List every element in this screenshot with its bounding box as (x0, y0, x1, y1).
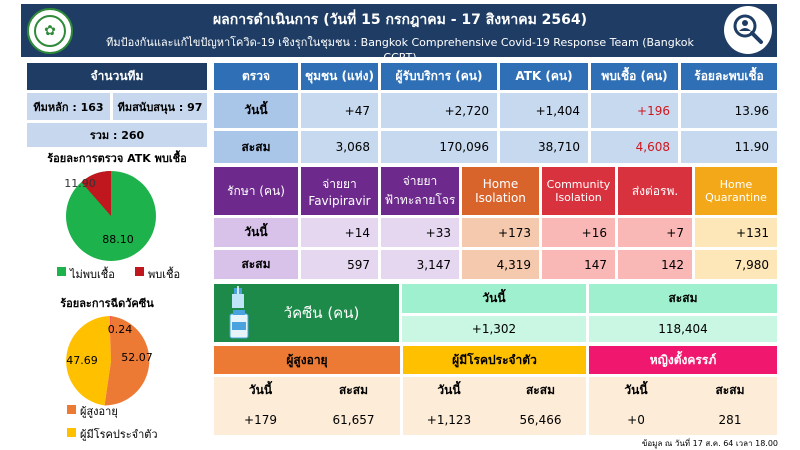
group-pregnant-total-value: 281 (683, 404, 777, 435)
screening-total-clients: 170,096 (381, 131, 497, 163)
treatment-total-label: สะสม (214, 250, 298, 279)
treatment-header-favipiravir: จ่ายยา Favipiravir (301, 167, 378, 215)
screening-header-pct: ร้อยละพบเชื้อ (681, 63, 777, 90)
treatment-today-community-isolation: +16 (542, 218, 615, 247)
legend-chronic-label: ผู้มีโรคประจำตัว (80, 428, 158, 441)
group-elderly-total-label: สะสม (307, 377, 400, 404)
footer-timestamp: ข้อมูล ณ วันที่ 17 ส.ค. 64 เวลา 18.00 (641, 439, 778, 448)
screening-today-pct: 13.96 (681, 93, 777, 128)
legend-elderly-swatch (67, 405, 76, 414)
vacc-pie-title: ร้อยละการฉีดวัคซีน (60, 297, 154, 310)
group-chronic-total-label: สะสม (495, 377, 586, 404)
screening-total-label: สะสม (214, 131, 298, 163)
screening-header-infected: พบเชื้อ (คน) (591, 63, 678, 90)
group-chronic-heading: ผู้มีโรคประจำตัว (403, 346, 586, 374)
treatment-header-home-isolation: Home Isolation (462, 167, 539, 215)
treatment-header-community-isolation: Community Isolation (542, 167, 615, 215)
seal-icon: ✿ (34, 15, 66, 47)
legend-negative-swatch (57, 267, 66, 276)
total-team-count: รวม : 260 (27, 123, 207, 147)
treatment-today-home-quarantine: +131 (695, 218, 777, 247)
treatment-total-hospital-referral: 142 (618, 250, 692, 279)
screening-total-infected: 4,608 (591, 131, 678, 163)
vaccine-today-heading: วันนี้ (402, 284, 586, 313)
vaccine-total-heading: สะสม (589, 284, 777, 313)
vacc-pregnant-pct-label: 0.24 (107, 322, 133, 336)
treatment-header-andrographis: จ่ายยา ฟ้าทะลายโจร (381, 167, 459, 215)
vaccine-today-value: +1,302 (402, 316, 586, 342)
atk-pie-positive-slice (81, 171, 111, 216)
screening-header-label: ตรวจ (214, 63, 298, 90)
atk-positive-pct-label: 11.90 (64, 176, 96, 190)
legend-positive-label: พบเชื้อ (148, 268, 181, 281)
search-icon[interactable] (724, 6, 772, 54)
vacc-pie-chart (66, 316, 150, 406)
screening-today-clients: +2,720 (381, 93, 497, 128)
treatment-total-community-isolation: 147 (542, 250, 615, 279)
bma-logo: ✿ (27, 8, 73, 54)
vacc-pie-elderly-slice (104, 316, 150, 406)
treatment-header-home-quarantine: Home Quarantine (695, 167, 777, 215)
group-elderly-today-value: +179 (214, 404, 307, 435)
screening-total-atk: 38,710 (500, 131, 588, 163)
group-chronic-total-value: 56,466 (495, 404, 586, 435)
group-elderly-heading: ผู้สูงอายุ (214, 346, 400, 374)
screening-header-clients: ผู้รับบริการ (คน) (381, 63, 497, 90)
vaccine-vial-icon (229, 286, 249, 339)
group-chronic-today-label: วันนี้ (403, 377, 495, 404)
legend-positive-swatch (135, 267, 144, 276)
atk-negative-pct-label: 88.10 (102, 232, 134, 246)
teams-heading: จำนวนทีม (27, 63, 207, 90)
vacc-pie-chronic-slice (66, 316, 111, 406)
group-chronic-today-value: +1,123 (403, 404, 495, 435)
screening-today-infected: +196 (591, 93, 678, 128)
group-pregnant-today-value: +0 (589, 404, 683, 435)
screening-total-pct: 11.90 (681, 131, 777, 163)
screening-today-atk: +1,404 (500, 93, 588, 128)
treatment-today-hospital-referral: +7 (618, 218, 692, 247)
page-subtitle: ทีมป้องกันและแก้ไขปัญหาโควิด-19 เชิงรุกใ… (106, 36, 694, 64)
treatment-today-label: วันนี้ (214, 218, 298, 247)
screening-today-communities: +47 (301, 93, 378, 128)
treatment-today-home-isolation: +173 (462, 218, 539, 247)
screening-header-atk: ATK (คน) (500, 63, 588, 90)
support-team-count: ทีมสนับสนุน : 97 (113, 93, 207, 120)
treatment-total-favipiravir: 597 (301, 250, 378, 279)
group-pregnant-today-label: วันนี้ (589, 377, 683, 404)
group-pregnant-total-label: สะสม (683, 377, 777, 404)
treatment-total-home-isolation: 4,319 (462, 250, 539, 279)
treatment-header-hospital-referral: ส่งต่อรพ. (618, 167, 692, 215)
legend-chronic-swatch (67, 428, 76, 437)
treatment-today-favipiravir: +14 (301, 218, 378, 247)
group-elderly-today-label: วันนี้ (214, 377, 307, 404)
vaccine-total-value: 118,404 (589, 316, 777, 342)
screening-today-label: วันนี้ (214, 93, 298, 128)
treatment-total-home-quarantine: 7,980 (695, 250, 777, 279)
legend-elderly-label: ผู้สูงอายุ (80, 405, 118, 418)
atk-pie-chart (66, 171, 156, 261)
group-elderly-total-value: 61,657 (307, 404, 400, 435)
treatment-total-andrographis: 3,147 (381, 250, 459, 279)
vacc-elderly-pct-label: 52.07 (121, 350, 153, 364)
treatment-today-andrographis: +33 (381, 218, 459, 247)
page-title: ผลการดำเนินการ (วันที่ 15 กรกฎาคม - 17 ส… (212, 12, 588, 28)
legend-negative-label: ไม่พบเชื้อ (70, 268, 115, 281)
vacc-chronic-pct-label: 47.69 (66, 353, 98, 367)
group-pregnant-heading: หญิงตั้งครรภ์ (589, 346, 777, 374)
header-banner (21, 4, 777, 57)
treatment-label: รักษา (คน) (214, 167, 298, 215)
atk-pie-title: ร้อยละการตรวจ ATK พบเชื้อ (47, 152, 187, 165)
main-team-count: ทีมหลัก : 163 (27, 93, 110, 120)
screening-header-communities: ชุมชน (แห่ง) (301, 63, 378, 90)
screening-total-communities: 3,068 (301, 131, 378, 163)
